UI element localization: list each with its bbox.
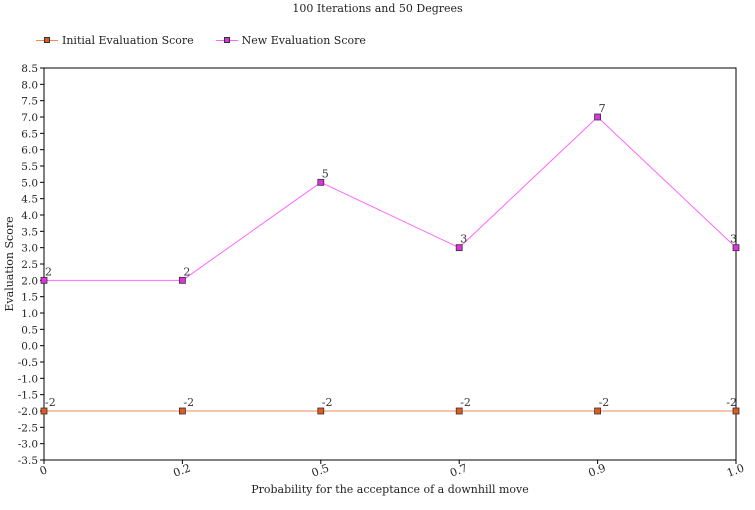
data-point (732, 244, 740, 252)
data-label: -2 (726, 396, 737, 409)
y-tick-label: 5.5 (21, 161, 38, 173)
y-tick-label: 4.5 (21, 194, 38, 206)
y-tick-label: -2.5 (18, 422, 38, 434)
data-point (317, 178, 325, 186)
y-tick-label: 7.5 (21, 96, 38, 108)
data-point (40, 407, 48, 415)
legend-item-initial: Initial Evaluation Score (36, 34, 194, 47)
legend-item-new: New Evaluation Score (215, 34, 366, 47)
data-point (40, 276, 48, 284)
y-tick-label: 7.0 (21, 112, 38, 124)
y-tick-label: 6.5 (21, 128, 38, 140)
y-tick-label: 4.0 (21, 210, 38, 222)
y-tick-label: 0.5 (21, 324, 38, 336)
y-tick-label: 1.5 (21, 292, 38, 304)
data-label: 2 (45, 265, 52, 278)
y-tick-label: -0.5 (18, 357, 38, 369)
y-tick-label: 0.0 (21, 341, 38, 353)
y-tick-label: -3.0 (18, 439, 38, 451)
y-tick-label: 6.0 (21, 145, 38, 157)
data-label: 3 (730, 233, 737, 246)
x-tick-label: 0 (38, 463, 49, 478)
x-axis-label: Probability for the acceptance of a down… (251, 483, 529, 496)
y-tick-label: 3.5 (21, 226, 38, 238)
data-label: 2 (183, 265, 190, 278)
data-point (732, 407, 740, 415)
data-label: 5 (322, 167, 329, 180)
y-tick-label: -1.5 (18, 390, 38, 402)
y-tick-label: 1.0 (21, 308, 38, 320)
x-tick-label: 0.7 (448, 461, 469, 479)
data-label: -2 (183, 396, 194, 409)
data-point (178, 407, 186, 415)
x-tick-label: 0.2 (171, 461, 192, 479)
data-point (178, 276, 186, 284)
data-point (455, 244, 463, 252)
data-point (594, 113, 601, 121)
data-label: -2 (45, 396, 56, 409)
y-tick-label: 8.0 (21, 79, 38, 91)
data-point (455, 407, 463, 415)
y-tick-label: 5.0 (21, 177, 38, 189)
y-tick-label: 2.5 (21, 259, 38, 271)
legend-swatch-new (215, 37, 238, 43)
data-label: 7 (599, 102, 606, 115)
y-axis-label: Evaluation Score (3, 216, 16, 311)
series-line-1 (44, 116, 737, 281)
data-point (317, 407, 325, 415)
y-tick-label: 2.0 (21, 275, 38, 287)
data-label: -2 (599, 396, 610, 409)
chart-title: 100 Iterations and 50 Degrees (292, 2, 463, 15)
x-tick-label: 0.5 (310, 461, 331, 479)
legend-label-initial: Initial Evaluation Score (62, 34, 194, 47)
y-tick-label: 8.5 (21, 63, 38, 75)
plot-frame (43, 67, 737, 461)
legend-label-new: New Evaluation Score (241, 34, 366, 47)
data-point (594, 407, 601, 415)
y-tick-label: -3.5 (18, 455, 38, 467)
data-label: -2 (460, 396, 471, 409)
data-label: 3 (460, 233, 467, 246)
x-tick-label: 1.0 (725, 461, 746, 479)
data-label: -2 (322, 396, 333, 409)
y-tick-label: -2.0 (18, 406, 38, 418)
legend: Initial Evaluation Score New Evaluation … (36, 34, 366, 47)
y-tick-label: 3.0 (21, 243, 38, 255)
x-tick-label: 0.9 (587, 461, 608, 479)
y-tick-label: -1.0 (18, 373, 38, 385)
legend-swatch-initial (36, 37, 58, 43)
